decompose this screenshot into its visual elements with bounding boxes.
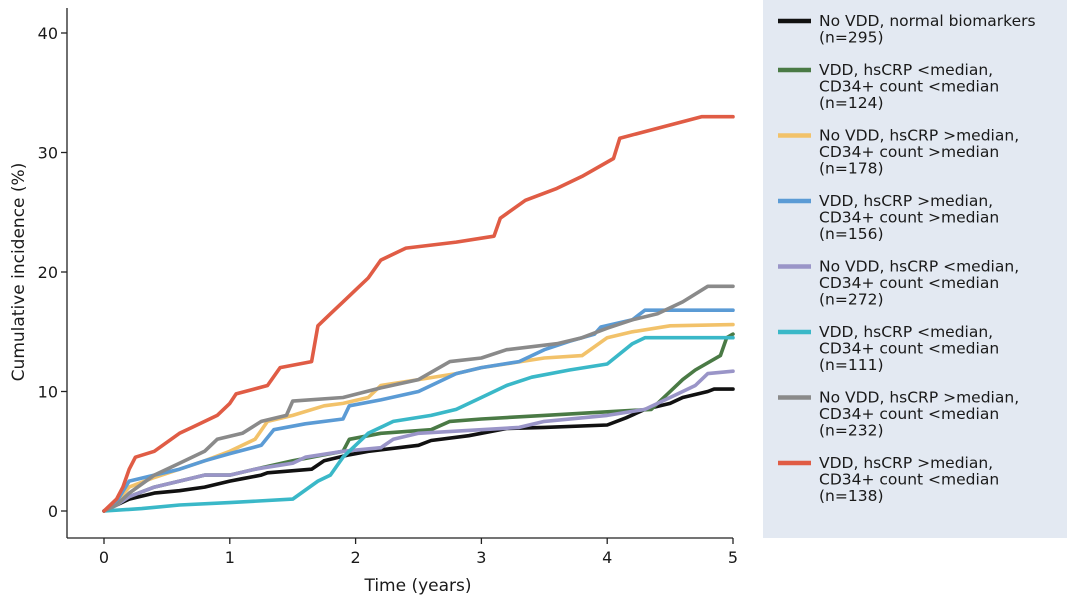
x-tick-label: 5 xyxy=(728,548,738,567)
legend-panel xyxy=(763,0,1067,538)
x-tick-label: 3 xyxy=(476,548,486,567)
x-tick-label: 2 xyxy=(351,548,361,567)
series-line-6 xyxy=(102,335,735,513)
legend-label-5: No VDD, hsCRP <median, CD34+ count <media… xyxy=(819,258,1019,309)
legend-label-2: VDD, hsCRP <median, CD34+ count <median (n… xyxy=(819,61,999,112)
series-lines xyxy=(102,114,735,513)
legend-label-8: VDD, hsCRP >median, CD34+ count <median (n… xyxy=(819,454,999,505)
y-tick-label: 0 xyxy=(48,502,58,521)
legend-label-1: No VDD, normal biomarkers (n=295) xyxy=(819,12,1036,47)
x-axis-title: Time (years) xyxy=(363,576,471,596)
y-tick-label: 30 xyxy=(38,144,58,163)
legend-label-7: No VDD, hsCRP >median, CD34+ count <media… xyxy=(819,389,1019,440)
y-tick-label: 20 xyxy=(38,263,58,282)
legend-label-6: VDD, hsCRP <median, CD34+ count <median (n… xyxy=(819,323,999,374)
y-tick-label: 10 xyxy=(38,383,58,402)
x-tick-label: 4 xyxy=(602,548,612,567)
x-tick-label: 1 xyxy=(225,548,235,567)
y-tick-label: 40 xyxy=(38,24,58,43)
legend-label-4: VDD, hsCRP >median, CD34+ count >median (n… xyxy=(819,192,999,243)
legend: No VDD, normal biomarkers (n=295) VDD, hsC… xyxy=(778,12,1036,505)
axis-ticks: 0 1 2 3 4 5 0 10 20 30 40 xyxy=(38,24,738,567)
y-axis-title: Cumulative incidence (%) xyxy=(9,163,29,382)
plot-frame xyxy=(66,8,733,539)
legend-label-3: No VDD, hsCRP >median, CD34+ count >media… xyxy=(819,127,1019,178)
x-tick-label: 0 xyxy=(99,548,109,567)
series-line-7 xyxy=(102,284,735,513)
series-line-1 xyxy=(102,387,735,513)
series-line-8 xyxy=(102,114,735,513)
series-line-5 xyxy=(102,369,735,513)
